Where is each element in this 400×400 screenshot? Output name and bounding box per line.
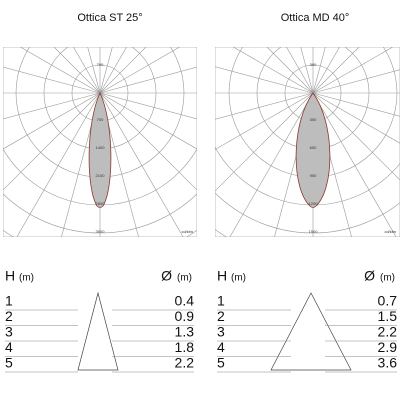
polar-spoke (312, 47, 340, 94)
beam-triangle (270, 292, 352, 371)
polar-spoke (53, 47, 101, 94)
height-value: 1 (217, 293, 225, 309)
height-value: 4 (5, 339, 13, 355)
polar-spoke (229, 92, 314, 237)
diameter-value: 1.3 (175, 324, 195, 340)
polar-spoke (99, 47, 127, 94)
unit-label: cd/klm (181, 229, 193, 234)
light-distribution (295, 92, 331, 208)
scale-label: 700 (97, 117, 104, 122)
scale-label: 300 (310, 117, 317, 122)
diameter-value: 2.9 (378, 339, 398, 355)
polar-ring (117, 0, 400, 289)
height-value: 3 (5, 324, 13, 340)
diameter-value: 1.8 (175, 339, 195, 355)
polar-ring (3, 229, 197, 237)
polar-ring (215, 192, 400, 234)
polar-spoke (266, 47, 314, 94)
polar-spoke (215, 92, 314, 150)
diameter-value: 0.4 (175, 293, 195, 309)
polar-ring (215, 229, 400, 237)
h-unit: (m) (19, 273, 34, 284)
polar-spoke (19, 47, 101, 94)
diameter-value: 0.7 (378, 293, 398, 309)
scale-label: 600 (310, 145, 317, 150)
height-value: 3 (217, 324, 225, 340)
height-value: 1 (5, 293, 13, 309)
diameter-value: 0.9 (175, 308, 195, 324)
height-value: 4 (217, 339, 225, 355)
diameter-value: 1.5 (378, 308, 398, 324)
polar-spoke (99, 92, 139, 237)
height-value: 5 (5, 355, 13, 371)
scale-label: 1500 (309, 229, 319, 234)
scale-label: 1400 (96, 145, 106, 150)
polar-spoke (215, 92, 314, 120)
diameter-value: 2.2 (175, 355, 195, 371)
panel-title: Ottica ST 25° (77, 12, 142, 24)
polar-spoke (286, 47, 314, 94)
scale-label: 2800 (96, 201, 106, 206)
scale-label: 3500 (96, 229, 106, 234)
d-unit: (m) (177, 273, 192, 284)
polar-spoke (3, 92, 101, 191)
polar-spoke (312, 92, 400, 117)
beam-triangle (77, 291, 119, 371)
polar-ring (0, 0, 296, 289)
scale-label: 2100 (96, 173, 106, 178)
d-header: Ø (161, 268, 172, 284)
scale-label: 300 (310, 62, 317, 67)
polar-spoke (312, 92, 400, 181)
polar-spoke (215, 66, 314, 94)
polar-spoke (312, 92, 397, 237)
polar-spoke (16, 92, 101, 237)
polar-spoke (3, 66, 101, 94)
d-header: Ø (364, 268, 375, 284)
panel-title: Ottica MD 40° (281, 12, 350, 24)
polar-spoke (99, 47, 147, 94)
polar-spoke (312, 47, 394, 94)
h-unit: (m) (231, 273, 246, 284)
h-header: H (217, 268, 227, 284)
polar-spoke (61, 92, 101, 237)
polar-spoke (312, 92, 400, 144)
polar-spoke (73, 47, 101, 94)
height-value: 2 (217, 308, 225, 324)
polar-spoke (215, 92, 314, 192)
height-value: 2 (5, 308, 13, 324)
height-value: 5 (217, 355, 225, 371)
light-distribution (88, 92, 112, 208)
polar-spoke (3, 92, 101, 120)
polar-spoke (312, 69, 400, 94)
polar-spoke (3, 92, 101, 150)
polar-spoke (99, 92, 184, 237)
d-unit: (m) (380, 273, 395, 284)
scale-label: 1200 (309, 201, 319, 206)
scale-label: 900 (310, 173, 317, 178)
diameter-value: 3.6 (378, 355, 398, 371)
polar-spoke (99, 47, 181, 94)
polar-spoke (99, 66, 197, 94)
polar-spoke (312, 47, 360, 94)
diameter-value: 2.2 (378, 324, 398, 340)
polar-diagram (117, 0, 400, 289)
polar-spoke (232, 47, 314, 94)
polar-spoke (99, 92, 197, 120)
polar-spoke (99, 92, 197, 191)
scale-label: 700 (97, 62, 104, 67)
polar-ring (3, 193, 197, 234)
polar-spoke (99, 92, 197, 150)
unit-label: cd/klm (384, 229, 396, 234)
h-header: H (5, 268, 15, 284)
